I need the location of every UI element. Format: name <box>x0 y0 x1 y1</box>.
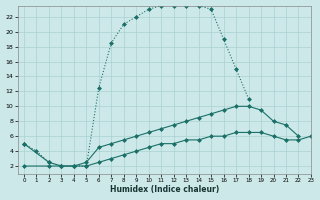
X-axis label: Humidex (Indice chaleur): Humidex (Indice chaleur) <box>110 185 219 194</box>
